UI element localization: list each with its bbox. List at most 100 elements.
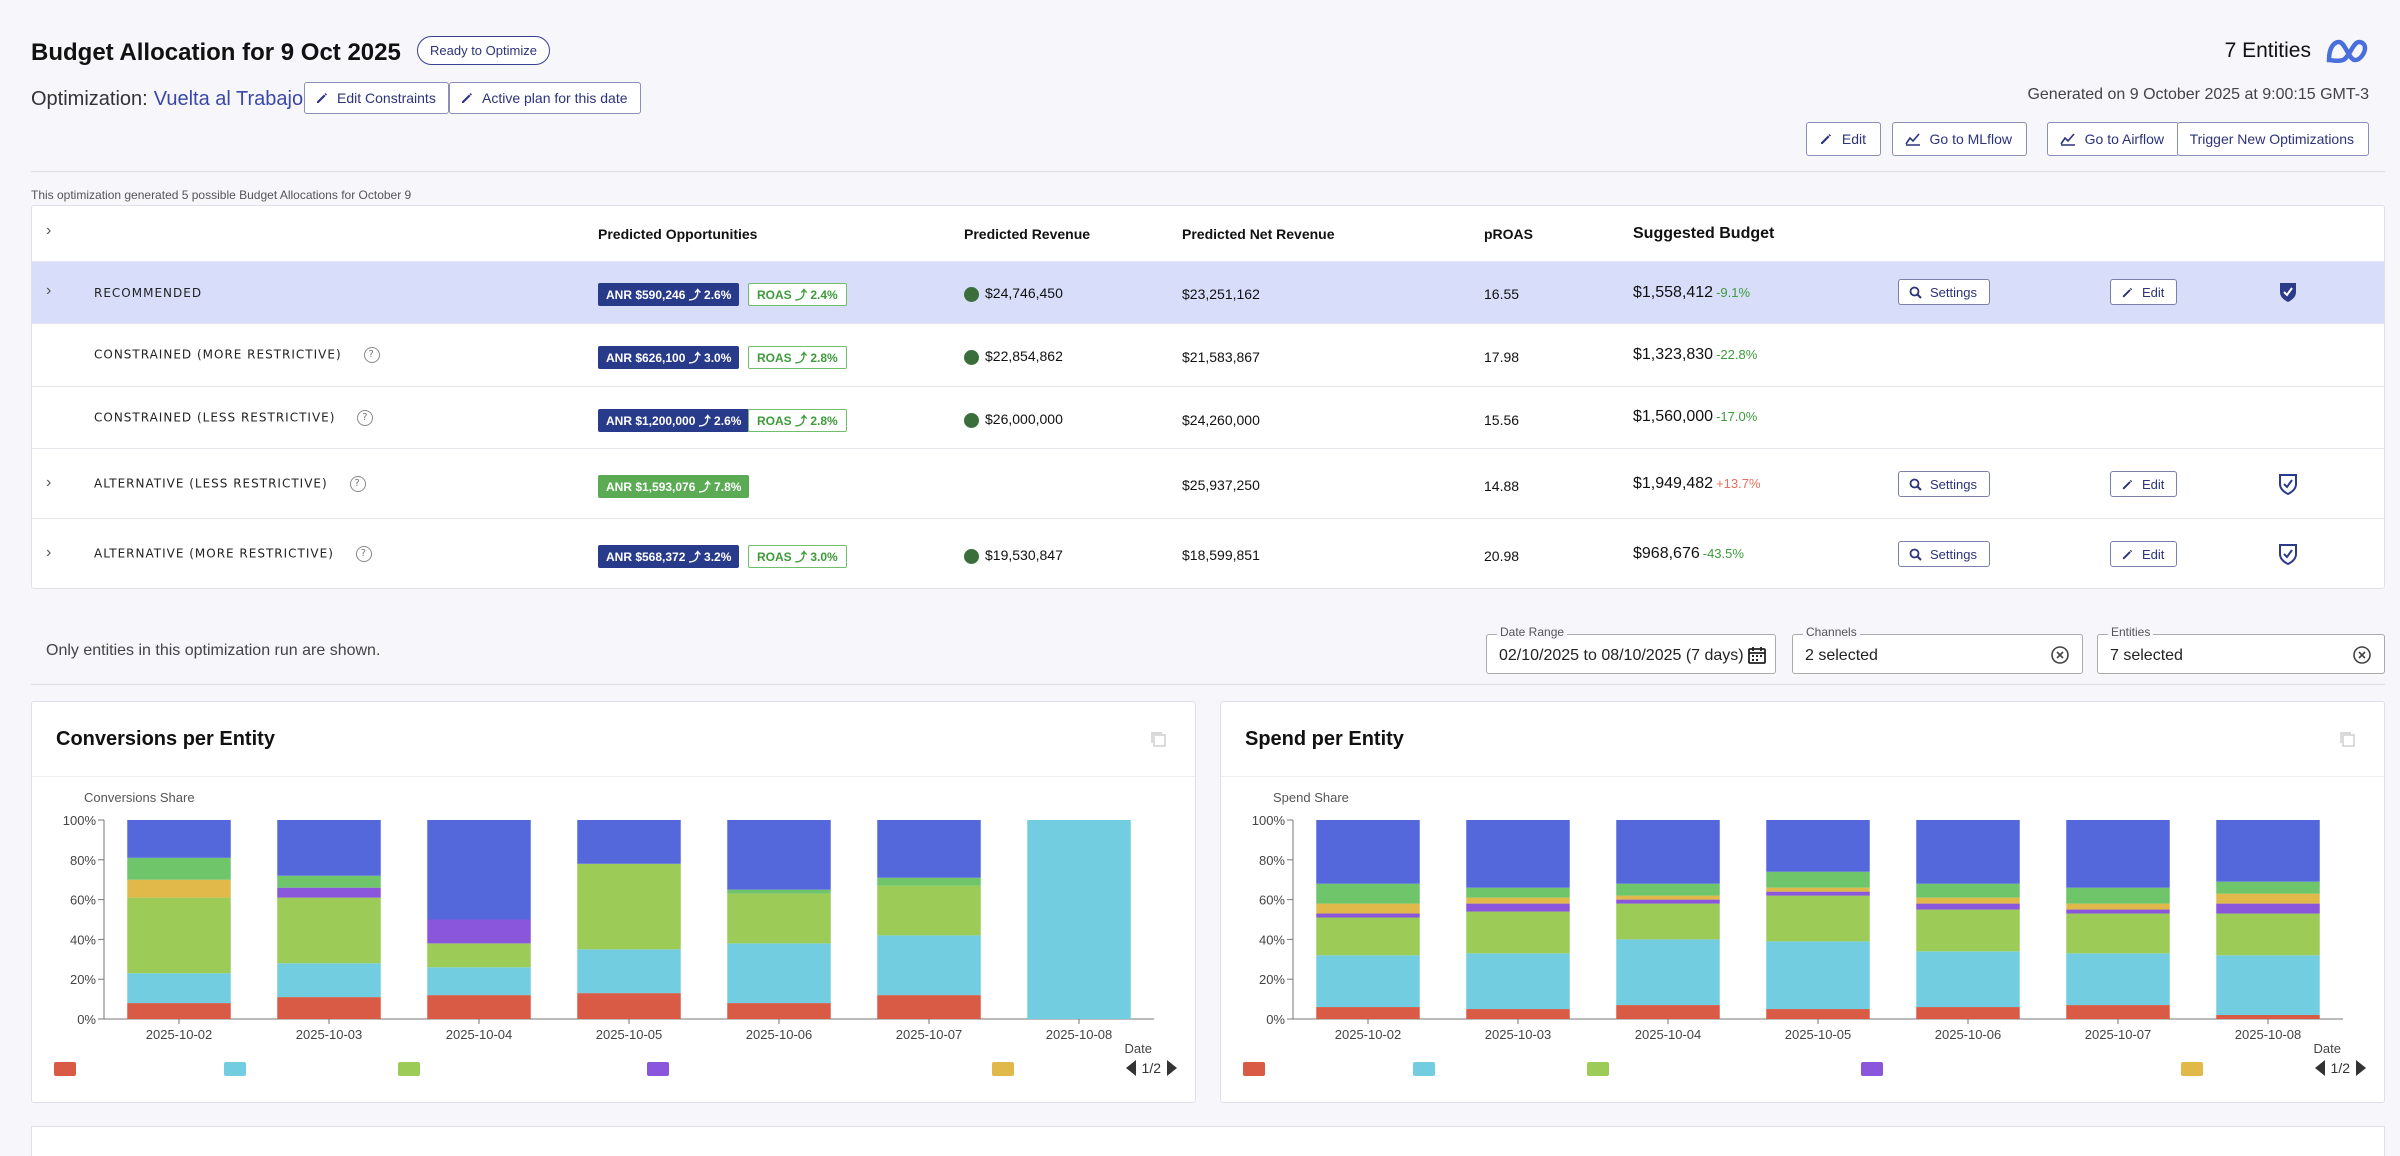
help-icon[interactable]: ? <box>363 347 380 363</box>
legend-swatch[interactable] <box>647 1062 669 1076</box>
table-row[interactable]: › RECOMMENDED ANR $590,246 ⤴ 2.6% ROAS ⤴… <box>32 262 2384 324</box>
col-suggested-budget: Suggested Budget <box>1633 225 1775 242</box>
prev-page-icon[interactable] <box>2314 1060 2325 1076</box>
expand-chevron-icon[interactable]: › <box>46 544 52 561</box>
table-row[interactable]: › ALTERNATIVE (MORE RESTRICTIVE)? ANR $5… <box>32 519 2384 589</box>
go-to-airflow-button[interactable]: Go to Airflow <box>2046 122 2179 156</box>
copy-icon[interactable] <box>2338 730 2356 748</box>
table-row[interactable]: CONSTRAINED (MORE RESTRICTIVE)? ANR $626… <box>32 324 2384 387</box>
optimization-name-link[interactable]: Vuelta al Trabajo <box>153 88 304 110</box>
legend-swatch[interactable] <box>398 1062 420 1076</box>
calendar-icon[interactable] <box>1747 645 1767 665</box>
active-plan-label: Active plan for this date <box>482 90 628 106</box>
bar-segment <box>1466 820 1570 888</box>
legend-swatch[interactable] <box>992 1062 1014 1076</box>
row-edit-label: Edit <box>2142 546 2165 562</box>
bar-segment <box>1616 820 1720 884</box>
bar-segment <box>2066 953 2170 1006</box>
table-row[interactable]: CONSTRAINED (LESS RESTRICTIVE)? ANR $1,2… <box>32 387 2384 449</box>
bar-segment <box>2066 820 2170 888</box>
legend-swatch[interactable] <box>1413 1062 1435 1076</box>
next-page-icon[interactable] <box>1167 1060 1177 1076</box>
row-edit-button[interactable]: Edit <box>2110 279 2178 305</box>
go-to-mlflow-button[interactable]: Go to MLflow <box>1891 122 2027 156</box>
legend-swatch[interactable] <box>1861 1062 1883 1076</box>
y-tick-label: 100% <box>1252 813 1286 828</box>
edit-button[interactable]: Edit <box>1805 122 1881 156</box>
legend-swatch[interactable] <box>224 1062 246 1076</box>
help-icon[interactable]: ? <box>355 546 372 562</box>
trigger-new-optimizations-button[interactable]: Trigger New Optimizations <box>2176 122 2369 156</box>
panel-divider <box>1221 776 2384 777</box>
date-range-field[interactable]: Date Range 02/10/2025 to 08/10/2025 (7 d… <box>1486 625 1776 674</box>
anr-badge: ANR $1,593,076 ⤴ 7.8% <box>598 475 750 498</box>
next-page-icon[interactable] <box>2356 1060 2366 1076</box>
bar-segment <box>1316 903 1420 914</box>
budget-change: -22.8% <box>1716 347 1758 362</box>
bar-segment <box>1916 820 2020 884</box>
pencil-icon <box>2122 479 2133 489</box>
bar-segment <box>2216 903 2320 914</box>
legend-swatch[interactable] <box>54 1062 76 1076</box>
optimization-label: Optimization: Vuelta al Trabajo <box>31 88 303 111</box>
settings-button[interactable]: Settings <box>1898 279 1990 305</box>
edit-constraints-button[interactable]: Edit Constraints <box>304 82 449 114</box>
legend-swatch[interactable] <box>1587 1062 1609 1076</box>
active-plan-button[interactable]: Active plan for this date <box>449 82 641 114</box>
y-tick-label: 20% <box>1259 972 1285 987</box>
proas-value: 16.55 <box>1484 286 1520 302</box>
legend-swatch[interactable] <box>2181 1062 2203 1076</box>
x-tick-label: 2025-10-04 <box>446 1027 513 1042</box>
bar-segment <box>2216 1015 2320 1019</box>
col-opportunities: Predicted Opportunities <box>598 226 758 242</box>
entities-field[interactable]: Entities 7 selected <box>2097 625 2385 674</box>
suggested-budget: $1,949,482 +13.7% <box>1633 475 1761 493</box>
expand-chevron-icon[interactable]: › <box>46 282 52 299</box>
budget-value: $968,676 <box>1633 545 1700 562</box>
anr-badge: ANR $1,200,000 ⤴ 2.6% <box>598 409 750 432</box>
legend-swatch[interactable] <box>1243 1062 1265 1076</box>
row-edit-button[interactable]: Edit <box>2110 541 2178 567</box>
meta-logo-icon <box>2326 39 2368 64</box>
expand-all-chevron-icon[interactable]: › <box>46 222 52 239</box>
shield-check-icon[interactable] <box>2278 543 2298 565</box>
help-icon[interactable]: ? <box>349 476 366 492</box>
bar-segment <box>1916 909 2020 952</box>
clear-icon[interactable] <box>2050 645 2070 665</box>
spend-chart: Spend Share 0% 20% 40% 60% 80% 100% 2025-10-02 2… <box>1243 790 2343 1076</box>
bar-segment <box>577 949 681 994</box>
copy-icon[interactable] <box>1149 730 1167 748</box>
clear-icon[interactable] <box>2352 645 2372 665</box>
roas-badge: ROAS ⤴ 2.8% <box>748 346 847 369</box>
pager-text: 1/2 <box>1141 1060 1161 1076</box>
x-tick-label: 2025-10-05 <box>596 1027 663 1042</box>
allocations-table: › Predicted Opportunities Predicted Reve… <box>31 205 2385 589</box>
budget-change: -9.1% <box>1716 285 1751 300</box>
help-icon[interactable]: ? <box>357 410 374 426</box>
bar-segment <box>577 993 681 1019</box>
row-edit-button[interactable]: Edit <box>2110 471 2178 497</box>
table-row[interactable]: › ALTERNATIVE (LESS RESTRICTIVE)? ANR $1… <box>32 449 2384 519</box>
settings-button[interactable]: Settings <box>1898 541 1990 567</box>
predicted-revenue-value: $22,854,862 <box>985 348 1063 364</box>
shield-check-icon[interactable] <box>2278 281 2298 303</box>
shield-check-icon[interactable] <box>2278 473 2298 495</box>
status-dot-icon <box>964 286 979 302</box>
y-tick-label: 20% <box>70 972 96 987</box>
bar-segment <box>277 820 381 876</box>
channels-field[interactable]: Channels 2 selected <box>1792 625 2083 674</box>
x-tick-label: 2025-10-05 <box>1785 1027 1852 1042</box>
budget-change: +13.7% <box>1716 476 1761 491</box>
bar-segment <box>127 973 231 1004</box>
bar-segment <box>1916 897 2020 904</box>
proas-value: 17.98 <box>1484 349 1520 365</box>
bar-segment <box>1766 871 1870 888</box>
status-dot-icon <box>964 349 979 365</box>
settings-button[interactable]: Settings <box>1898 471 1990 497</box>
y-tick-label: 60% <box>70 893 96 908</box>
prev-page-icon[interactable] <box>1125 1060 1136 1076</box>
proas-value: 15.56 <box>1484 412 1520 428</box>
bar-segment <box>427 943 531 968</box>
row-edit-label: Edit <box>2142 476 2165 492</box>
expand-chevron-icon[interactable]: › <box>46 474 52 491</box>
